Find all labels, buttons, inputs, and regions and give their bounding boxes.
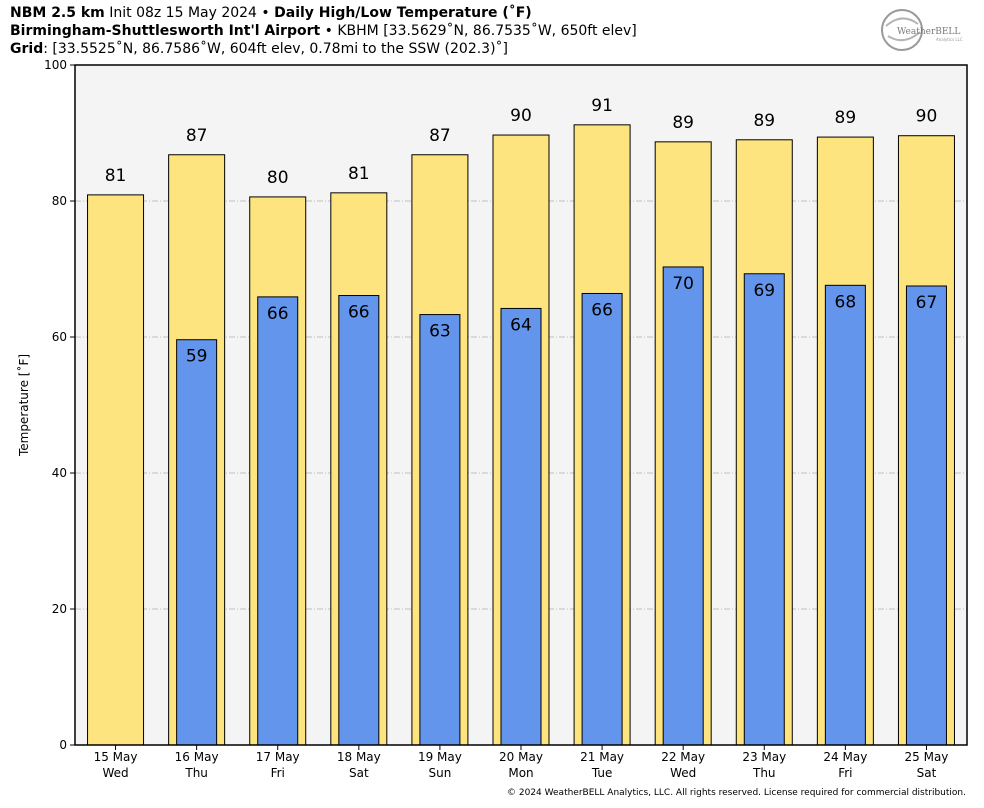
high-temp-label: 90	[510, 106, 532, 126]
logo-ring	[881, 9, 923, 51]
low-temp-bar	[662, 266, 704, 746]
logo-swirl	[885, 17, 919, 27]
low-temp-label: 67	[916, 293, 938, 313]
x-tick-date: 21 May	[580, 750, 624, 764]
low-temp-bar	[257, 296, 299, 746]
logo-text: WeatherBELL	[897, 27, 960, 37]
value-labels: 81 87 80 81 87 90 91 89 89 89 90 59 66 66 63 64 66 70 69 68…	[105, 96, 938, 367]
x-tick-date: 18 May	[337, 750, 381, 764]
low-temp-label: 66	[591, 300, 613, 320]
high-temp-label: 87	[186, 126, 208, 146]
logo-swirl	[887, 31, 921, 42]
logo-subtext: Analytics LLC	[936, 37, 963, 42]
high-temp-label: 89	[753, 111, 775, 131]
copyright-footer: © 2024 WeatherBELL Analytics, LLC. All r…	[507, 788, 966, 798]
high-temp-label: 80	[267, 168, 289, 188]
y-tick-label: 40	[52, 466, 67, 480]
y-tick-label: 0	[59, 738, 67, 752]
station-name: Birmingham-Shuttlesworth Int'l Airport	[10, 23, 321, 39]
header-line-2: Birmingham-Shuttlesworth Int'l Airport •…	[10, 22, 637, 40]
y-axis: 0 20 40 60 80 100	[44, 58, 75, 752]
x-tick-date: 24 May	[823, 750, 867, 764]
x-tick-weekday: Fri	[838, 766, 852, 780]
low-bars	[176, 266, 947, 746]
x-tick-weekday: Mon	[508, 766, 533, 780]
low-temp-bar	[743, 273, 785, 746]
grid-label: Grid	[10, 41, 44, 57]
high-temp-label: 91	[591, 96, 613, 116]
x-tick-weekday: Fri	[271, 766, 285, 780]
init-time: Init 08z 15 May 2024	[109, 5, 257, 21]
model-name: NBM 2.5 km	[10, 5, 105, 21]
y-tick-label: 20	[52, 602, 67, 616]
x-tick-date: 23 May	[742, 750, 786, 764]
y-tick-label: 100	[44, 58, 67, 72]
x-tick-weekday: Wed	[670, 766, 696, 780]
high-temp-bar	[87, 194, 145, 746]
low-temp-label: 69	[753, 281, 775, 301]
low-temp-bar	[905, 285, 947, 746]
low-temp-label: 70	[672, 274, 694, 294]
x-tick-weekday: Wed	[102, 766, 128, 780]
weatherbell-logo: WeatherBELL Analytics LLC	[881, 9, 963, 51]
x-tick-date: 25 May	[905, 750, 949, 764]
low-temp-label: 66	[348, 303, 370, 323]
y-tick-label: 60	[52, 330, 67, 344]
product-title: Daily High/Low Temperature (˚F)	[274, 5, 532, 21]
low-temp-bar	[500, 307, 542, 746]
low-temp-label: 59	[186, 347, 208, 367]
low-temp-bar	[419, 314, 461, 746]
x-tick-weekday: Thu	[752, 766, 776, 780]
separator: •	[324, 23, 333, 39]
low-temp-label: 66	[267, 304, 289, 324]
x-tick-weekday: Tue	[591, 766, 613, 780]
high-temp-label: 90	[916, 107, 938, 127]
x-tick-weekday: Thu	[184, 766, 208, 780]
low-temp-bar	[176, 339, 218, 746]
low-temp-bar	[824, 284, 866, 746]
low-temp-bar	[338, 295, 380, 746]
header-line-3: Grid: [33.5525˚N, 86.7586˚W, 604ft elev,…	[10, 40, 508, 58]
low-temp-label: 64	[510, 315, 532, 335]
high-temp-label: 89	[672, 113, 694, 133]
y-tick-label: 80	[52, 194, 67, 208]
x-axis: 15 May Wed 16 May Thu 17 May Fri 18 May Sat 19 M…	[94, 745, 949, 780]
x-tick-date: 16 May	[175, 750, 219, 764]
x-tick-date: 17 May	[256, 750, 300, 764]
high-temp-label: 81	[348, 164, 370, 184]
x-tick-date: 15 May	[94, 750, 138, 764]
x-tick-date: 22 May	[661, 750, 705, 764]
x-tick-weekday: Sat	[917, 766, 937, 780]
high-temp-label: 81	[105, 166, 127, 186]
y-axis-label: Temperature [˚F]	[16, 354, 31, 457]
x-tick-date: 20 May	[499, 750, 543, 764]
x-tick-weekday: Sat	[349, 766, 369, 780]
grid-detail: : [33.5525˚N, 86.7586˚W, 604ft elev, 0.7…	[43, 41, 509, 57]
station-detail: KBHM [33.5629˚N, 86.7535˚W, 650ft elev]	[337, 23, 637, 39]
header-line-1: NBM 2.5 km Init 08z 15 May 2024 • Daily …	[10, 4, 532, 22]
low-temp-bar	[581, 292, 623, 746]
low-temp-label: 68	[835, 292, 857, 312]
x-tick-weekday: Sun	[428, 766, 451, 780]
separator: •	[261, 5, 270, 21]
high-temp-label: 89	[835, 108, 857, 128]
high-temp-label: 87	[429, 126, 451, 146]
x-tick-date: 19 May	[418, 750, 462, 764]
low-temp-label: 63	[429, 322, 451, 342]
